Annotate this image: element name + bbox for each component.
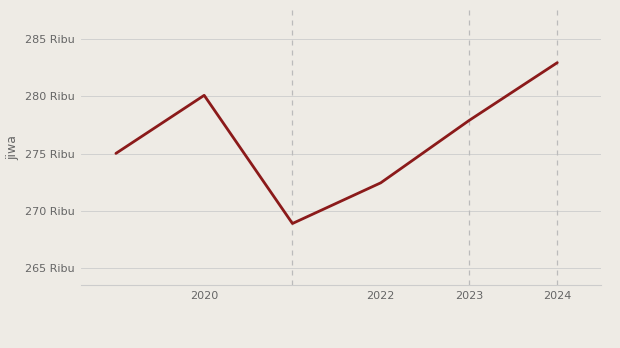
Legend: Kabupaten Manggarai Barat: Kabupaten Manggarai Barat (128, 343, 327, 348)
Y-axis label: jiwa: jiwa (7, 135, 20, 160)
